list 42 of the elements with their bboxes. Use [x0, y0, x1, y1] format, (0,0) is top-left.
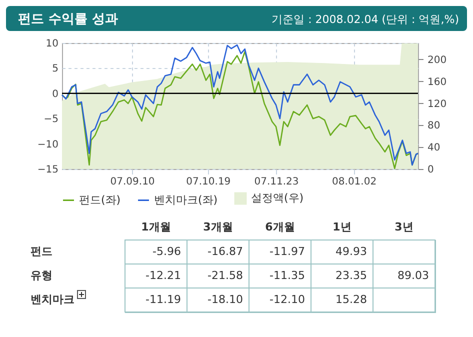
y-tick-label: 유형	[30, 269, 52, 282]
legend-label: 벤치마크(좌)	[154, 193, 218, 206]
y2-tick-label: 80	[428, 120, 440, 132]
data-label: 23.35	[336, 269, 367, 282]
x-tick-label: 1개월	[141, 220, 171, 234]
x-tick-label: 08.01.02	[332, 176, 377, 188]
x-tick-label: 1년	[332, 220, 352, 234]
y-tick-label: 0	[52, 88, 58, 100]
y-tick-label: 펀드	[30, 245, 52, 258]
data-label: -11.19	[146, 293, 181, 306]
data-label: -11.35	[270, 269, 305, 282]
y2-tick-label: 40	[428, 142, 440, 154]
data-label: -12.10	[270, 293, 305, 306]
data-label: -5.96	[152, 245, 181, 258]
data-label: -18.10	[208, 293, 243, 306]
data-label: -11.97	[270, 245, 305, 258]
y2-tick-label: 0	[428, 164, 434, 176]
data-label: -12.21	[146, 269, 181, 282]
legend-label: 펀드(좌)	[79, 193, 121, 206]
y-tick-label: −5	[44, 114, 58, 126]
chart-title: 펀드 수익률 성과	[18, 11, 118, 28]
y2-tick-label: 160	[428, 76, 447, 88]
x-tick-label: 07.10.19	[186, 176, 231, 188]
data-label: -16.87	[208, 245, 243, 258]
x-tick-label: 3년	[394, 220, 414, 234]
y-tick-label: −10	[37, 139, 58, 150]
y-tick-label: 10	[46, 38, 58, 50]
y2-tick-label: 120	[428, 98, 447, 110]
data-label: 49.93	[336, 245, 367, 258]
chart-subtitle: 기준일 : 2008.02.04 (단위 : 억원,%)	[272, 12, 459, 27]
x-tick-label: 07.09.10	[110, 176, 155, 188]
y-tick-label: −15	[37, 164, 58, 176]
x-tick-label: 07.11.23	[254, 176, 299, 188]
y2-tick-label: 200	[428, 54, 447, 66]
y-tick-label: 벤치마크	[30, 293, 74, 306]
y-tick-label: 5	[52, 64, 58, 75]
x-tick-label: 3개월	[203, 220, 233, 234]
legend-label: 설정액(우)	[251, 192, 304, 205]
data-label: 15.28	[336, 293, 367, 306]
data-label: 89.03	[398, 269, 429, 282]
x-tick-label: 6개월	[265, 220, 295, 234]
data-label: -21.58	[208, 269, 243, 282]
